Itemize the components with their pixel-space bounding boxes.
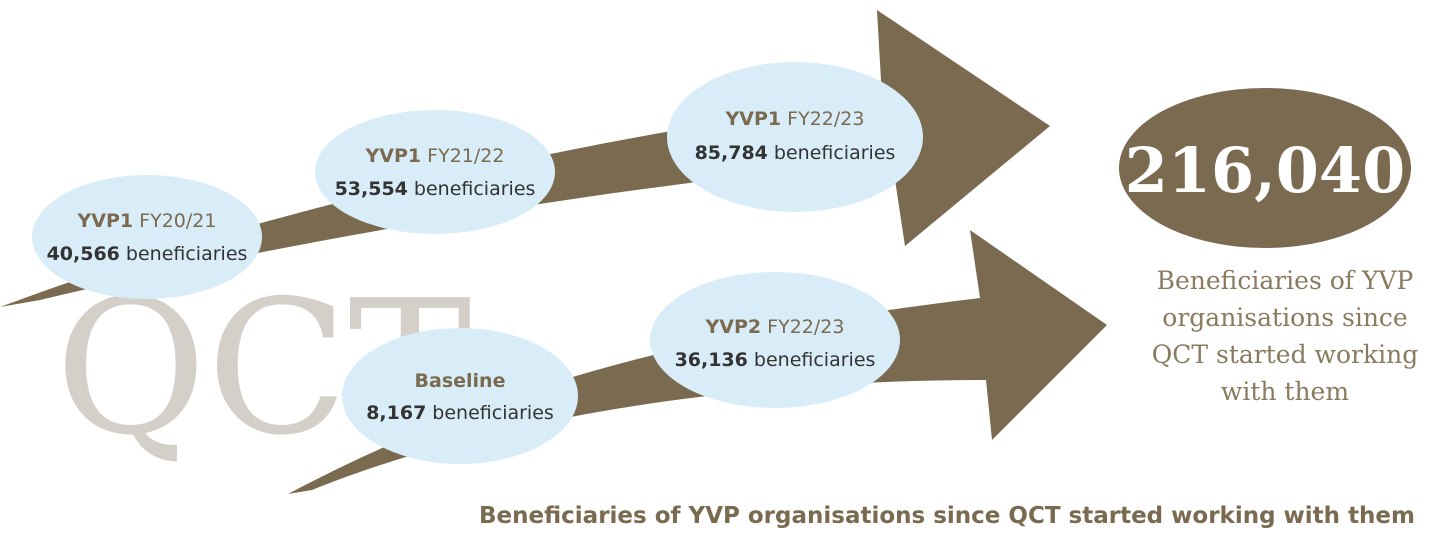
period: FY21/22 <box>427 145 504 167</box>
node: YVP1 FY21/22 53,554 beneficiaries <box>315 110 555 234</box>
unit: beneficiaries <box>774 142 896 164</box>
upper-arrow <box>0 10 1050 307</box>
period: FY22/23 <box>787 108 864 130</box>
program: Baseline <box>415 370 506 392</box>
node: YVP1 FY22/23 85,784 beneficiaries <box>667 62 923 212</box>
unit: beneficiaries <box>754 349 876 371</box>
program: YVP1 <box>77 210 134 232</box>
count: 36,136 <box>675 349 748 371</box>
unit: beneficiaries <box>414 178 536 200</box>
count: 40,566 <box>47 243 120 265</box>
total-caption: Beneficiaries of YVP organisations since… <box>1151 266 1419 406</box>
footer-title: Beneficiaries of YVP organisations since… <box>479 503 1415 529</box>
svg-text:Baseline: Baseline <box>415 370 506 392</box>
total-badge <box>1119 88 1411 248</box>
count: 53,554 <box>335 178 408 200</box>
program: YVP1 <box>725 108 782 130</box>
period: FY20/21 <box>139 210 216 232</box>
node: YVP2 FY22/23 36,136 beneficiaries <box>650 272 900 408</box>
total-value: 216,040 <box>1125 134 1405 207</box>
node: Baseline 8,167 beneficiaries <box>342 328 578 464</box>
program: YVP2 <box>705 316 762 338</box>
unit: beneficiaries <box>432 402 554 424</box>
count: 85,784 <box>695 142 768 164</box>
unit: beneficiaries <box>126 243 248 265</box>
node: YVP1 FY20/21 40,566 beneficiaries <box>32 175 262 299</box>
count: 8,167 <box>366 402 426 424</box>
period: FY22/23 <box>767 316 844 338</box>
program: YVP1 <box>365 145 422 167</box>
